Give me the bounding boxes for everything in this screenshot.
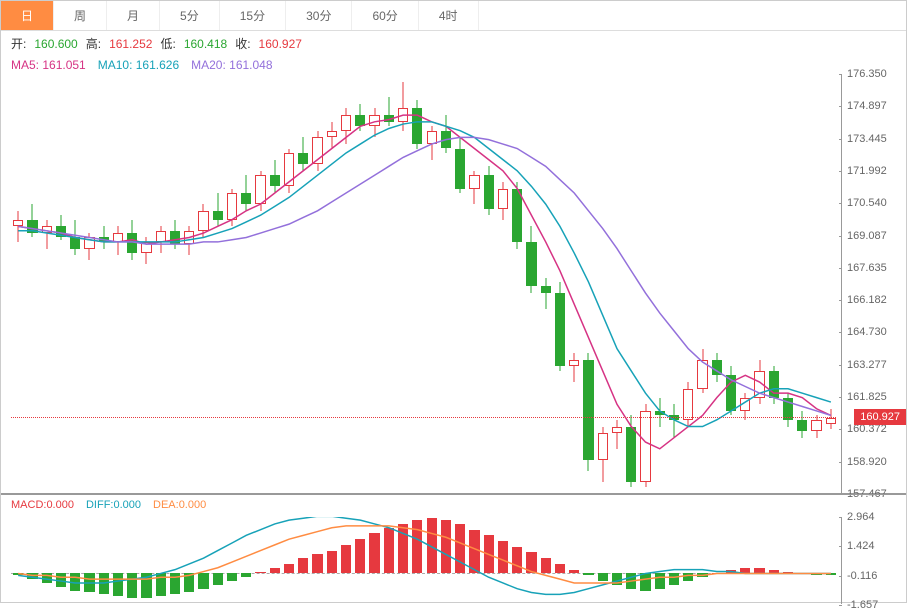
macd-bar [769,570,779,574]
macd-bar [669,573,679,584]
macd-bar [826,573,836,575]
current-price-marker: 160.927 [854,409,906,425]
y-tick: 161.825 [847,391,887,403]
macd-bar [526,552,536,573]
macd-y-tick: 1.424 [847,540,875,552]
macd-bar [184,573,194,592]
macd-bar [327,551,337,574]
macd-bar [811,573,821,575]
macd-bar [754,568,764,574]
ohlc-info: 开:160.600高:161.252低:160.418收:160.927 [1,31,906,56]
macd-bar [113,573,123,596]
macd-y-tick: -1.657 [847,599,878,611]
macd-bar [127,573,137,598]
candlestick-chart[interactable]: 176.350174.897173.445171.992170.540169.0… [1,74,906,494]
macd-bar [198,573,208,588]
macd-bar [56,573,66,586]
macd-bar [740,568,750,574]
macd-bar [355,539,365,573]
tab-5分[interactable]: 5分 [160,1,220,30]
macd-bar [797,573,807,574]
tab-月[interactable]: 月 [107,1,160,30]
macd-bar [227,573,237,581]
macd-bar [626,573,636,588]
macd-bar [412,520,422,573]
macd-bar [612,573,622,584]
y-tick: 164.730 [847,326,887,338]
macd-info: MACD:0.000DIFF:0.000DEA:0.000 [1,495,906,515]
macd-y-tick: -0.116 [847,570,877,582]
macd-bar [170,573,180,594]
y-tick: 174.897 [847,100,887,112]
macd-bar [384,528,394,574]
tab-15分[interactable]: 15分 [220,1,286,30]
tab-周[interactable]: 周 [54,1,107,30]
y-tick: 169.087 [847,230,887,242]
macd-bar [640,573,650,590]
macd-bar [156,573,166,596]
macd-bar [441,520,451,573]
tab-30分[interactable]: 30分 [286,1,352,30]
macd-bar [712,573,722,574]
macd-bar [284,564,294,574]
macd-y-tick: 2.964 [847,511,875,523]
macd-chart[interactable]: MACD:0.000DIFF:0.000DEA:0.000 2.964 1.424… [1,494,906,609]
macd-bar [583,573,593,575]
macd-bar [13,573,23,575]
y-tick: 163.277 [847,359,887,371]
macd-bar [99,573,109,594]
macd-y-axis: 2.9641.424-0.116-1.657 [841,517,906,604]
macd-bar [783,572,793,574]
macd-bar [270,568,280,574]
macd-bar [427,518,437,573]
macd-bar [84,573,94,592]
macd-bar [541,558,551,573]
macd-bar [655,573,665,588]
macd-bar [255,572,265,574]
current-price-line [11,417,836,418]
y-tick: 167.635 [847,262,887,274]
y-tick: 170.540 [847,197,887,209]
y-tick: 173.445 [847,133,887,145]
macd-bar [498,541,508,573]
y-tick: 171.992 [847,165,887,177]
macd-bar [312,554,322,573]
macd-bar [569,570,579,574]
y-tick: 158.920 [847,456,887,468]
macd-bar [697,573,707,577]
macd-bar [241,573,251,577]
timeframe-tabs: 日周月5分15分30分60分4时 [1,1,906,31]
macd-bar [298,558,308,573]
macd-bar [141,573,151,598]
macd-bar [555,564,565,574]
tab-日[interactable]: 日 [1,1,54,30]
macd-bar [213,573,223,584]
chart-container: 日周月5分15分30分60分4时 开:160.600高:161.252低:160… [0,0,907,603]
macd-bar [398,524,408,574]
macd-bar [469,530,479,574]
y-tick: 166.182 [847,294,887,306]
macd-bar [70,573,80,590]
ma-lines [11,74,836,493]
macd-bar [512,547,522,574]
macd-bar [369,533,379,573]
tab-4时[interactable]: 4时 [419,1,479,30]
macd-bar [42,573,52,583]
tab-60分[interactable]: 60分 [352,1,418,30]
macd-bar [683,573,693,581]
y-tick: 176.350 [847,68,887,80]
macd-bar [27,573,37,579]
ma-info: MA5: 161.051MA10: 161.626MA20: 161.048 [1,56,906,74]
macd-bar [341,545,351,574]
macd-bar [455,524,465,574]
macd-bar [726,570,736,574]
macd-bar [598,573,608,581]
macd-bar [484,535,494,573]
y-tick: 160.372 [847,423,887,435]
price-y-axis: 176.350174.897173.445171.992170.540169.0… [841,74,906,493]
